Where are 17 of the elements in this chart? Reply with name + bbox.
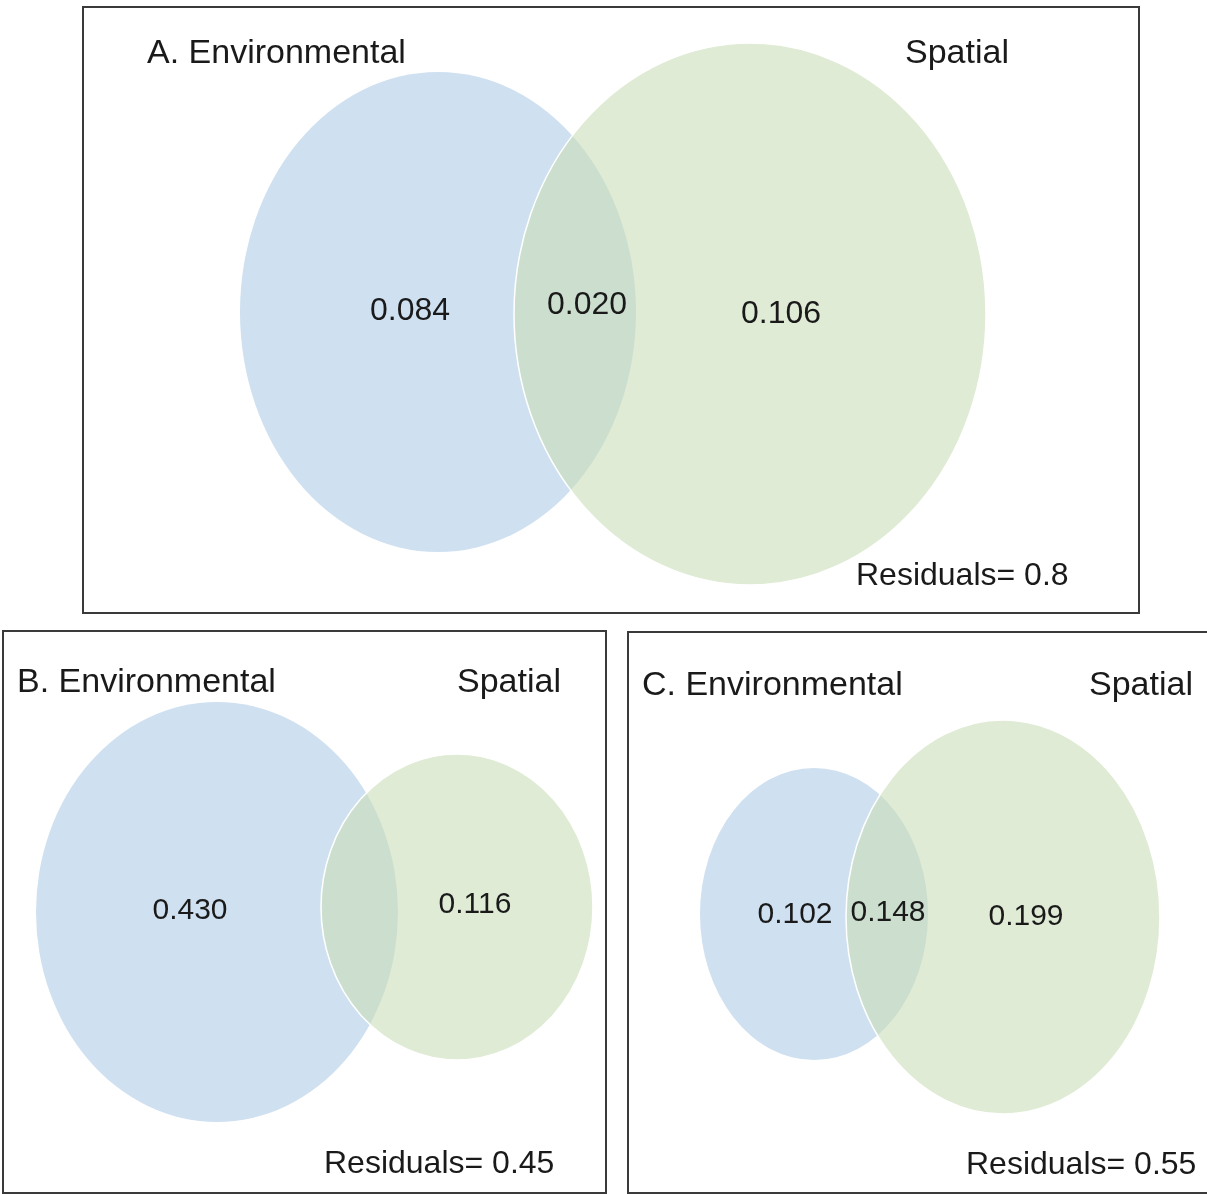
text: Residuals= 0.8 bbox=[856, 555, 1069, 592]
text: Spatial bbox=[457, 661, 561, 700]
text: B. Environmental bbox=[17, 661, 276, 700]
text: C. Environmental bbox=[642, 664, 903, 703]
text: Residuals= 0.45 bbox=[324, 1143, 555, 1180]
text: A. Environmental bbox=[147, 32, 406, 71]
text: Spatial bbox=[1089, 664, 1193, 703]
data-label: 0.199 bbox=[988, 898, 1064, 932]
data-label: 0.430 bbox=[152, 892, 228, 926]
data-label: 0.102 bbox=[757, 896, 833, 930]
data-label: 0.020 bbox=[546, 284, 628, 321]
text: Residuals= 0.55 bbox=[966, 1144, 1197, 1181]
text: Spatial bbox=[905, 32, 1009, 71]
data-label: 0.084 bbox=[369, 290, 451, 327]
data-label: 0.148 bbox=[850, 894, 926, 928]
data-label: 0.116 bbox=[438, 886, 512, 920]
data-label: 0.106 bbox=[740, 293, 822, 330]
